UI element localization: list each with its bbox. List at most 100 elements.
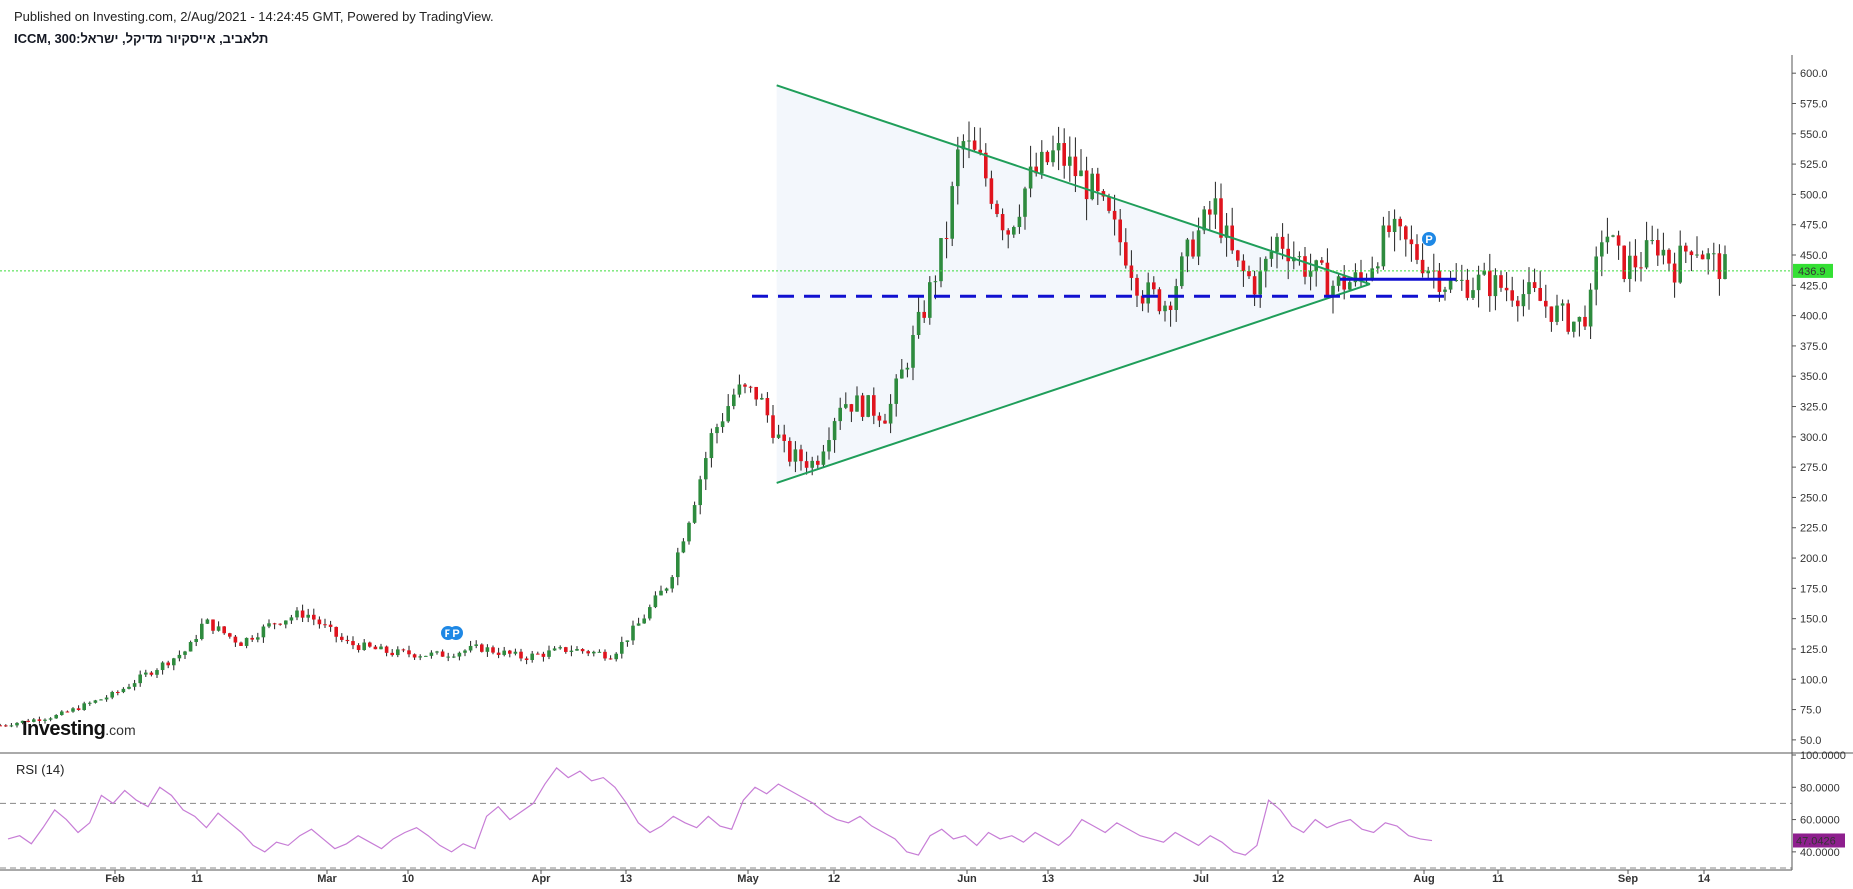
candle-body [1174, 286, 1178, 311]
rsi-tick-label: 100.0000 [1800, 750, 1846, 762]
candle-body [642, 618, 646, 624]
candle-body [1437, 270, 1442, 292]
candle-body [922, 311, 926, 318]
y-tick-label: 300.0 [1800, 432, 1828, 444]
candle-body [239, 642, 243, 646]
candle-body [916, 311, 921, 336]
candle-body [1068, 156, 1072, 166]
candle-body [1202, 209, 1206, 231]
candle-body [485, 647, 490, 652]
candle-body [1560, 303, 1565, 306]
candle-body [116, 691, 120, 693]
candle-body [743, 384, 747, 387]
candle-body [592, 651, 596, 654]
candle-body [877, 415, 882, 421]
rsi-line [7, 767, 1433, 856]
x-tick-label: Apr [532, 873, 552, 885]
candle-body [1426, 270, 1430, 274]
candle-body [401, 649, 406, 651]
candle-body [267, 623, 271, 627]
x-tick-label: May [737, 873, 759, 885]
candle-body [760, 398, 764, 400]
candle-body [1090, 173, 1094, 200]
candle-body [720, 421, 725, 428]
candle-body [48, 718, 53, 720]
candle-body [648, 607, 652, 619]
candle-body [1079, 170, 1083, 177]
candle-body [1241, 260, 1246, 272]
candle-body [1348, 282, 1352, 290]
candle-body [1723, 254, 1727, 280]
candle-body [1443, 289, 1447, 292]
candle-body [1191, 239, 1195, 257]
y-tick-label: 250.0 [1800, 492, 1828, 504]
candle-body [407, 650, 411, 655]
x-tick-label: Feb [105, 873, 125, 885]
candle-body [939, 238, 943, 282]
candle-body [754, 386, 758, 400]
candle-body [905, 367, 910, 370]
candle-body [1583, 316, 1587, 327]
candle-body [804, 461, 809, 468]
candle-body [956, 149, 960, 187]
candle-body [468, 645, 473, 651]
symbol-title: תלאביב, אייסקיור מדיקל, ישראל:ICCM, 300 [14, 31, 269, 46]
candle-body [76, 708, 81, 710]
y-tick-label: 475.0 [1800, 220, 1828, 232]
candle-body [1023, 188, 1027, 217]
candle-body [1712, 253, 1716, 255]
candle-body [765, 398, 770, 416]
candle-body [155, 670, 159, 675]
candle-body [586, 651, 590, 654]
candle-body [1219, 198, 1223, 238]
candle-body [166, 662, 170, 666]
candle-body [340, 636, 344, 640]
candle-body [894, 378, 898, 404]
candle-body [1051, 150, 1055, 163]
candle-body [1208, 209, 1212, 215]
investing-logo: Investing.com [22, 718, 136, 741]
candle-body [1034, 166, 1038, 174]
candle-body [1460, 279, 1464, 281]
candle-body [1488, 270, 1492, 297]
candle-body [317, 619, 322, 625]
candle-body [1056, 143, 1061, 151]
candle-body [362, 642, 366, 650]
candle-body [222, 626, 226, 634]
candle-body [110, 691, 114, 698]
candle-body [474, 644, 478, 646]
candle-body [989, 178, 994, 204]
y-tick-label: 275.0 [1800, 462, 1828, 474]
candle-body [726, 406, 730, 422]
candle-body [20, 720, 25, 723]
rsi-tick-label: 40.0000 [1800, 847, 1840, 859]
candle-body [1516, 300, 1520, 307]
candle-body [1236, 250, 1240, 261]
x-tick-label: 10 [402, 873, 414, 885]
candle-body [508, 650, 512, 654]
upper-trendline [776, 84, 1371, 286]
candle-body [1700, 254, 1705, 260]
candle-body [1465, 279, 1470, 298]
y-tick-label: 525.0 [1800, 159, 1828, 171]
candle-body [659, 590, 663, 596]
candle-body [838, 407, 842, 422]
candle-body [1588, 289, 1593, 327]
candle-body [82, 703, 86, 710]
candle-body [256, 637, 260, 640]
candle-body [1331, 285, 1335, 297]
candle-body [1376, 266, 1380, 269]
candle-body [1633, 255, 1638, 268]
last-price-label: 436.9 [1798, 266, 1826, 278]
candle-body [1359, 272, 1363, 278]
candle-body [1157, 289, 1162, 312]
candle-body [1006, 230, 1010, 235]
candle-body [704, 458, 708, 480]
candle-body [463, 650, 467, 653]
candle-body [620, 641, 624, 654]
candle-body [138, 674, 142, 684]
candle-body [356, 645, 361, 650]
candle-body [1084, 170, 1089, 200]
candle-body [608, 658, 613, 660]
